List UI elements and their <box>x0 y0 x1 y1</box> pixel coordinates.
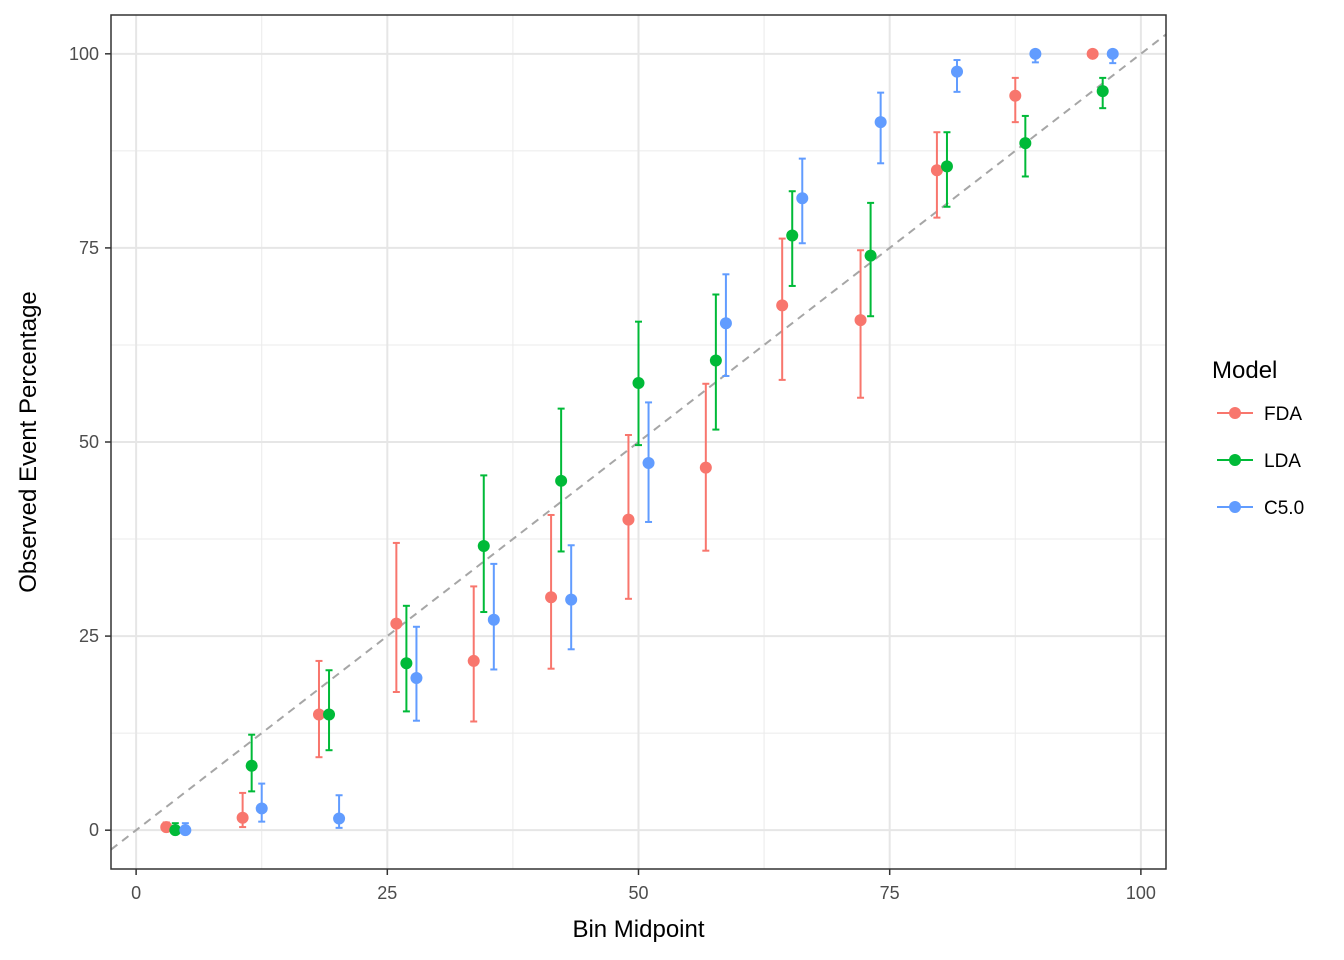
x-tick-label: 100 <box>1126 883 1156 903</box>
data-point <box>467 654 480 667</box>
data-point <box>632 376 645 389</box>
data-point <box>1096 85 1109 98</box>
data-point <box>333 812 346 825</box>
series-c50 <box>179 47 1119 837</box>
x-tick-label: 25 <box>377 883 397 903</box>
data-point <box>179 824 192 837</box>
data-point <box>874 116 887 129</box>
legend-item-fda: FDA <box>1217 404 1302 425</box>
y-tick-label: 75 <box>79 238 99 258</box>
series-layer <box>160 47 1119 837</box>
legend-key-point <box>1229 454 1241 466</box>
y-tick-label: 25 <box>79 626 99 646</box>
data-point <box>169 824 182 837</box>
data-point <box>786 229 799 242</box>
data-point <box>719 317 732 330</box>
error-bar <box>392 541 400 693</box>
data-point <box>390 617 403 630</box>
data-point <box>864 249 877 262</box>
data-point <box>1009 89 1022 102</box>
x-axis-ticks: 0 25 50 75 100 <box>131 869 1156 903</box>
data-point <box>642 456 655 469</box>
data-point <box>410 672 423 685</box>
data-point <box>236 811 249 824</box>
data-point <box>487 613 500 626</box>
data-point <box>709 354 722 367</box>
data-point <box>1029 47 1042 60</box>
y-axis-title: Observed Event Percentage <box>15 291 42 593</box>
y-tick-label: 100 <box>69 44 99 64</box>
data-point <box>1086 47 1099 60</box>
series-lda <box>169 76 1109 837</box>
data-point <box>699 461 712 474</box>
legend-items: FDA LDA C5.0 <box>1217 404 1304 519</box>
legend-key-point <box>1229 407 1241 419</box>
data-point <box>622 513 635 526</box>
error-bar <box>470 585 478 723</box>
data-point <box>776 299 789 312</box>
data-point <box>160 821 173 834</box>
data-point <box>1106 47 1119 60</box>
data-point <box>323 708 336 721</box>
x-axis-title: Bin Midpoint <box>572 916 704 943</box>
legend-item-lda: LDA <box>1217 451 1301 472</box>
legend-key-point <box>1229 501 1241 513</box>
legend: Model FDA LDA C5.0 <box>1212 357 1304 519</box>
y-tick-label: 50 <box>79 432 99 452</box>
reference-line-layer <box>110 33 1167 851</box>
legend-label: FDA <box>1264 404 1302 425</box>
x-tick-label: 75 <box>880 883 900 903</box>
data-point <box>940 160 953 173</box>
data-point <box>477 540 490 553</box>
data-point <box>854 314 867 327</box>
reference-diagonal-line <box>110 33 1167 851</box>
y-tick-label: 0 <box>89 820 99 840</box>
data-point <box>255 802 268 815</box>
legend-item-c50: C5.0 <box>1217 498 1304 519</box>
grid-lines <box>111 15 1166 869</box>
data-point <box>245 759 258 772</box>
data-point <box>565 593 578 606</box>
data-point <box>1019 137 1032 150</box>
y-axis-ticks: 0 25 50 75 100 <box>69 44 111 840</box>
x-tick-label: 50 <box>628 883 648 903</box>
data-point <box>796 192 809 205</box>
data-point <box>312 708 325 721</box>
data-point <box>930 164 943 177</box>
legend-label: C5.0 <box>1264 498 1304 519</box>
data-point <box>545 591 558 604</box>
legend-label: LDA <box>1264 451 1301 472</box>
x-tick-label: 0 <box>131 883 141 903</box>
legend-title: Model <box>1212 357 1277 384</box>
data-point <box>555 474 568 487</box>
data-point <box>951 65 964 78</box>
series-fda <box>160 47 1099 834</box>
data-point <box>400 657 413 670</box>
